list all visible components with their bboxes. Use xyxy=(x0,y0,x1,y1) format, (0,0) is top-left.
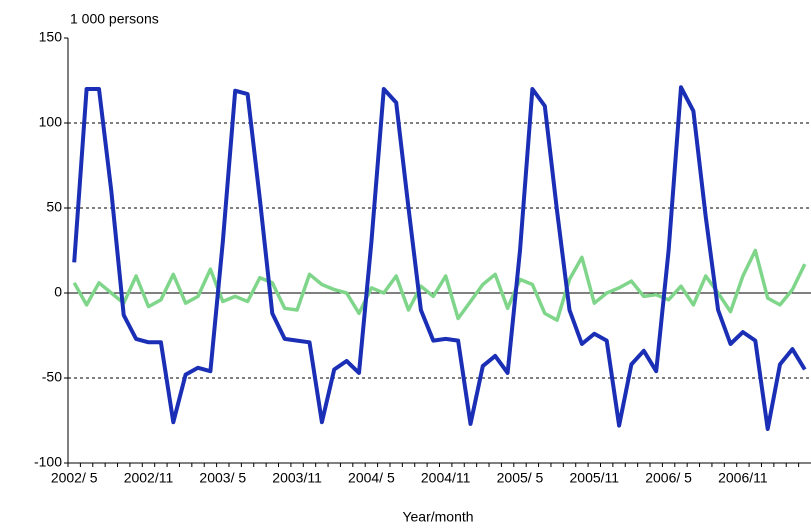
y-tick-label: -100 xyxy=(34,454,62,470)
x-tick-label: 2004/11 xyxy=(421,470,471,486)
y-axis-label: 1 000 persons xyxy=(70,11,159,27)
series-line xyxy=(72,85,807,431)
x-tick-label: 2002/ 5 xyxy=(51,470,98,486)
x-tick-label: 2002/11 xyxy=(124,470,174,486)
x-tick-label: 2003/ 5 xyxy=(199,470,246,486)
series-line xyxy=(72,248,807,322)
y-tick-label: -50 xyxy=(42,369,62,385)
x-tick-label: 2003/11 xyxy=(272,470,322,486)
x-tick-label: 2006/ 5 xyxy=(645,470,692,486)
y-tick-label: 50 xyxy=(46,199,62,215)
x-axis-label: Year/month xyxy=(402,509,473,525)
y-tick-label: 0 xyxy=(54,284,62,300)
y-tick-label: 150 xyxy=(39,29,63,45)
x-tick-label: 2005/11 xyxy=(570,470,620,486)
y-tick-label: 100 xyxy=(39,114,63,130)
x-tick-label: 2006/11 xyxy=(718,470,768,486)
x-tick-label: 2005/ 5 xyxy=(497,470,544,486)
x-tick-label: 2004/ 5 xyxy=(348,470,395,486)
